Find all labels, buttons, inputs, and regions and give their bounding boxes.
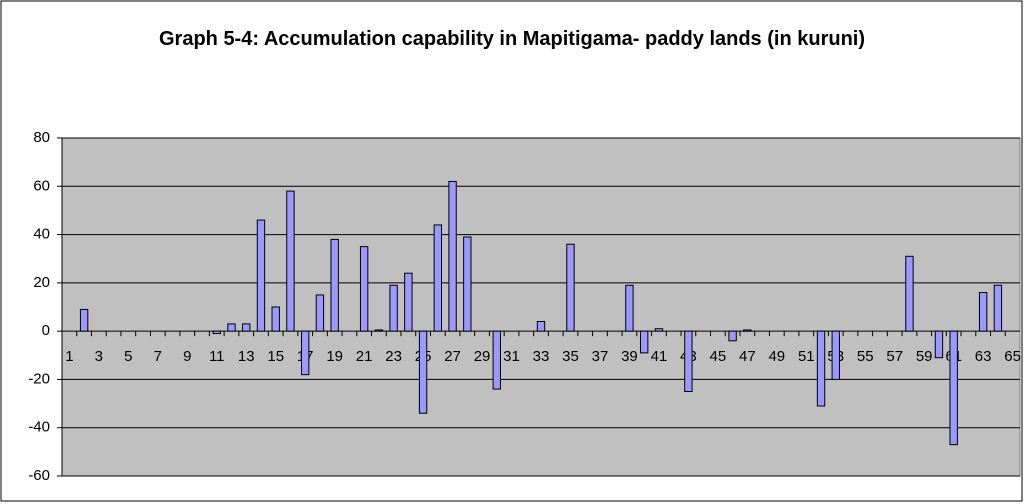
x-tick-label: 45 [710,348,727,365]
bar [242,323,251,332]
bar [978,292,988,332]
bar [315,294,325,332]
y-tick-label: 80 [33,129,50,146]
bar [79,308,89,332]
x-tick-label: 31 [503,348,520,365]
bar [286,190,295,332]
bar [271,306,280,332]
bar [433,224,443,332]
bar [227,323,236,332]
bar [418,330,428,414]
x-tick-label: 15 [267,348,284,365]
chart-title: Graph 5-4: Accumulation capability in Ma… [158,28,865,50]
bar [256,219,266,332]
x-tick-label: 1 [65,348,73,365]
bar [816,330,826,407]
x-tick-label: 57 [886,348,903,365]
x-tick-label: 9 [183,348,191,365]
y-tick-label: 20 [33,274,50,291]
bar [743,329,752,332]
bar [934,330,944,359]
bar [993,284,1003,332]
plot-area [61,137,1021,477]
x-tick-label: 7 [154,348,162,365]
bar [905,255,914,332]
x-tick-label: 19 [326,348,343,365]
bar [404,272,413,332]
x-tick-label: 29 [474,348,491,365]
x-tick-label: 55 [857,348,874,365]
bar [625,284,634,332]
bar [831,330,840,380]
x-tick-label: 41 [651,348,668,365]
bar [359,246,369,332]
bar [536,320,546,332]
x-tick-label: 47 [739,348,756,365]
y-tick-label: -60 [28,467,50,484]
bar [492,330,501,390]
x-tick-label: 23 [385,348,402,365]
x-tick-label: 39 [621,348,638,365]
y-tick-label: 60 [33,177,50,194]
x-tick-label: 5 [124,348,132,365]
bar [949,330,958,446]
y-tick-label: 40 [33,226,50,243]
x-tick-label: 37 [592,348,609,365]
y-tick-label: 0 [42,322,50,339]
bar [566,243,575,332]
x-tick-label: 35 [562,348,579,365]
x-tick-label: 13 [238,348,255,365]
x-tick-label: 63 [975,348,992,365]
y-tick-label: -20 [28,370,50,387]
bar [654,328,664,332]
bar [389,284,398,332]
bar [212,330,221,335]
bar [684,330,693,392]
x-tick-label: 65 [1004,348,1021,365]
x-tick-label: 27 [444,348,461,365]
x-tick-label: 51 [798,348,815,365]
bar [301,330,310,376]
x-tick-label: 59 [916,348,933,365]
bar [448,180,457,332]
bar [463,236,472,332]
x-tick-label: 11 [209,348,225,365]
x-tick-label: 21 [356,348,373,365]
x-tick-label: 3 [95,348,103,365]
bar [330,238,339,332]
bar [639,330,649,354]
x-tick-label: 33 [533,348,550,365]
x-tick-label: 49 [768,348,785,365]
y-tick-label: -40 [28,419,50,436]
bar [374,329,384,332]
bar [728,330,737,342]
